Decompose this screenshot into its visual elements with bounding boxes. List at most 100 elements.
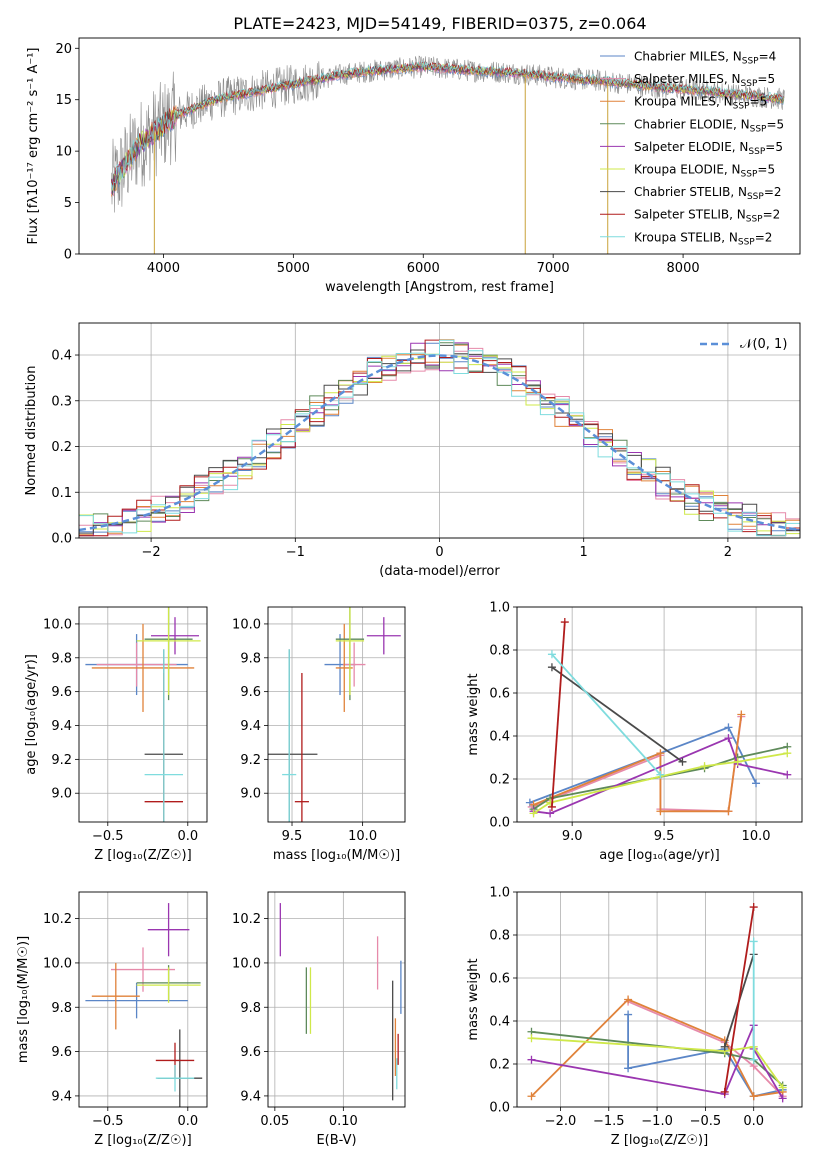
plot-area — [279, 903, 402, 1101]
errorbar-0 — [85, 982, 188, 1019]
y-axis-label: Flux [fλ10⁻¹⁷ erg cm⁻² s⁻¹ A⁻¹] — [26, 48, 41, 245]
weight-marker-5 — [529, 809, 538, 818]
weight-line-0 — [529, 726, 757, 804]
y-tick-label: 0.6 — [489, 972, 510, 987]
weight-marker-8 — [749, 1055, 758, 1064]
y-tick-label: 10.0 — [43, 617, 72, 632]
y-tick-label: 0.4 — [51, 349, 72, 364]
x-tick-label: 9.0 — [562, 829, 583, 844]
y-tick-label: 0 — [64, 248, 72, 263]
y-tick-label: 9.0 — [51, 787, 72, 802]
y-tick-label: 0.8 — [489, 929, 510, 944]
panel-mass-vs-z: −0.5 0.0 9.4 9.6 9.8 10.0 10.2 Z [log₁₀(Z/Z☉)] m… — [16, 891, 208, 1148]
axes-frame — [516, 891, 803, 1108]
errorbar-5 — [335, 607, 365, 696]
x-tick-label: −1.0 — [641, 1114, 673, 1129]
legend-label-5: Kroupa ELODIE, NSSP=5 — [634, 163, 775, 180]
y-tick-label: 9.4 — [51, 1089, 72, 1104]
y-tick-label: 0.3 — [51, 394, 72, 409]
errorbar-5 — [136, 607, 201, 696]
histogram-series-7 — [79, 339, 800, 537]
panel-age-vs-mass: 9.5 10.0 9.0 9.2 9.4 9.6 9.8 10.0 mass [log₁₀(M/… — [232, 606, 406, 863]
y-axis-label: age [log₁₀(age/yr)] — [24, 654, 39, 775]
errorbar-8 — [155, 1064, 195, 1092]
x-tick-label: −1.5 — [593, 1114, 625, 1129]
axes-frame — [78, 606, 208, 823]
y-tick-label: 9.6 — [51, 685, 72, 700]
axes-frame — [516, 606, 803, 823]
errorbar-4 — [151, 617, 199, 655]
y-tick-label: 0.6 — [489, 687, 510, 702]
x-tick-label: −0.5 — [92, 1114, 124, 1129]
weight-marker-8 — [547, 650, 556, 659]
errorbar-1 — [111, 947, 175, 992]
x-tick-label: 0.0 — [177, 1114, 198, 1129]
weight-marker-6 — [678, 757, 687, 766]
y-tick-label: 9.8 — [51, 651, 72, 666]
weight-marker-5 — [733, 757, 742, 766]
x-tick-label: 9.5 — [654, 829, 675, 844]
x-tick-label: 6000 — [407, 261, 440, 276]
x-tick-label: 0.0 — [177, 829, 198, 844]
weight-marker-5 — [700, 762, 709, 771]
errorbar-5 — [136, 967, 201, 1003]
weight-line-6 — [551, 666, 684, 763]
model-line-6 — [111, 62, 785, 196]
spectrum-legend: Chabrier MILES, NSSP=4 Salpeter MILES, NS… — [600, 50, 784, 247]
y-tick-label: 10.2 — [43, 912, 72, 927]
histogram-series-8 — [79, 339, 800, 537]
weight-line-1 — [627, 1000, 784, 1097]
axes-frame — [267, 891, 406, 1108]
y-tick-label: 0.8 — [489, 644, 510, 659]
plot-area — [85, 607, 201, 822]
y-tick-label: 15 — [55, 93, 72, 108]
plot-area — [527, 903, 787, 1103]
errorbar-4 — [147, 903, 190, 957]
x-axis-label: age [log₁₀(age/yr)] — [599, 848, 720, 863]
weight-marker-6 — [720, 1042, 729, 1051]
plot-area — [268, 607, 401, 822]
y-axis-label: mass [log₁₀(M/M☉)] — [16, 936, 31, 1063]
weight-line-7 — [723, 906, 755, 1093]
weight-marker-0 — [752, 779, 761, 788]
y-axis-label: mass weight — [466, 958, 481, 1040]
panel-age-vs-z: −0.5 0.0 9.0 9.2 9.4 9.6 9.8 10.0 Z [log₁₀(Z/Z☉)… — [24, 606, 208, 863]
y-tick-label: 0.2 — [51, 440, 72, 455]
x-axis-label: (data-model)/error — [379, 564, 500, 579]
y-tick-label: 0.4 — [489, 1015, 510, 1030]
y-tick-label: 10 — [55, 145, 72, 160]
errorbar-1 — [342, 642, 366, 687]
x-tick-label: 5000 — [277, 261, 310, 276]
x-tick-label: 7000 — [537, 261, 570, 276]
weight-line-1 — [531, 716, 743, 813]
y-tick-label: 9.4 — [51, 719, 72, 734]
panel-weight-vs-z: −2.0 −1.5 −1.0 −0.5 0.0 0.0 0.2 0.4 0.6 0.8 1.0 Z [… — [466, 886, 803, 1148]
x-tick-label: 10.0 — [348, 829, 377, 844]
weight-marker-4 — [527, 1055, 536, 1064]
weight-marker-2 — [737, 710, 746, 719]
weight-marker-7 — [560, 618, 569, 627]
y-tick-label: 9.6 — [240, 1045, 261, 1060]
weight-marker-2 — [527, 1092, 536, 1101]
y-axis-label: mass weight — [466, 673, 481, 755]
y-tick-label: 1.0 — [489, 886, 510, 901]
y-tick-label: 9.6 — [240, 685, 261, 700]
y-tick-label: 0.2 — [489, 773, 510, 788]
axes-frame — [267, 606, 406, 823]
errorbar-7 — [294, 673, 309, 822]
y-tick-label: 9.2 — [51, 753, 72, 768]
weight-line-7 — [551, 621, 566, 808]
legend-label-0: Chabrier MILES, NSSP=4 — [634, 50, 776, 67]
weight-marker-0 — [724, 723, 733, 732]
axes-frame — [78, 322, 801, 539]
x-axis-label: Z [log₁₀(Z/Z☉)] — [94, 848, 191, 863]
weight-marker-0 — [624, 1064, 633, 1073]
normal-reference-curve — [79, 354, 800, 532]
weight-marker-2 — [749, 1092, 758, 1101]
y-tick-label: 9.6 — [51, 1045, 72, 1060]
y-tick-label: 10.0 — [43, 956, 72, 971]
panel-residuals: −2 −1 0 1 2 0.0 0.1 0.2 0.3 0.4 (data-model)/error… — [24, 322, 801, 579]
x-tick-label: 0.10 — [329, 1114, 358, 1129]
y-tick-label: 9.8 — [240, 1001, 261, 1016]
